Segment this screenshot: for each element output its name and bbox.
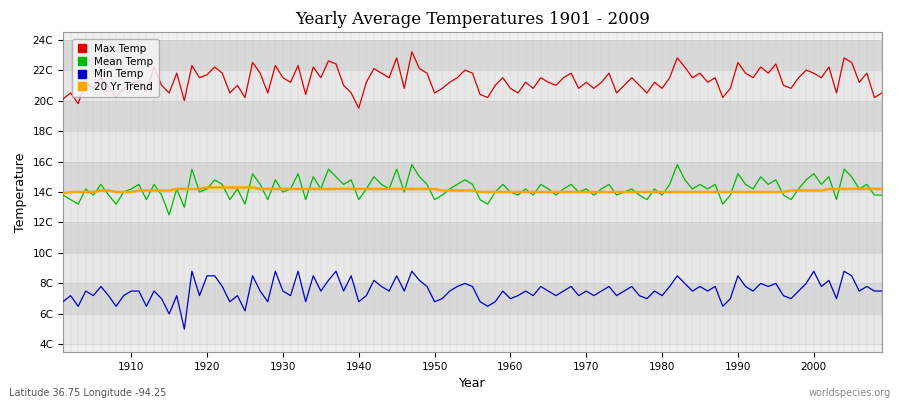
- Max Temp: [611, 90, 622, 95]
- Min Temp: [186, 269, 197, 274]
- Bar: [63, 284, 882, 314]
- Y-axis label: Temperature: Temperature: [14, 152, 27, 232]
- Legend: Max Temp, Mean Temp, Min Temp, 20 Yr Trend: Max Temp, Mean Temp, Min Temp, 20 Yr Tre…: [72, 39, 158, 97]
- Text: Latitude 36.75 Longitude -94.25: Latitude 36.75 Longitude -94.25: [9, 388, 166, 398]
- 20 Yr Trend: [505, 190, 516, 194]
- Max Temp: [285, 80, 296, 85]
- Max Temp: [520, 80, 531, 85]
- Bar: [63, 40, 882, 70]
- Min Temp: [301, 299, 311, 304]
- Min Temp: [179, 327, 190, 332]
- 20 Yr Trend: [877, 186, 887, 191]
- Min Temp: [611, 293, 622, 298]
- Mean Temp: [164, 212, 175, 217]
- Mean Temp: [292, 171, 303, 176]
- Bar: [63, 100, 882, 131]
- 20 Yr Trend: [338, 186, 349, 191]
- 20 Yr Trend: [513, 190, 524, 194]
- Text: worldspecies.org: worldspecies.org: [809, 388, 891, 398]
- Line: Max Temp: Max Temp: [63, 52, 882, 108]
- Max Temp: [58, 97, 68, 102]
- Max Temp: [513, 90, 524, 95]
- Line: Min Temp: Min Temp: [63, 271, 882, 329]
- Min Temp: [118, 293, 129, 298]
- 20 Yr Trend: [292, 186, 303, 191]
- Bar: [63, 192, 882, 222]
- Mean Temp: [118, 190, 129, 194]
- 20 Yr Trend: [58, 191, 68, 196]
- Min Temp: [58, 299, 68, 304]
- Mean Temp: [407, 162, 418, 167]
- Bar: [63, 70, 882, 100]
- 20 Yr Trend: [202, 185, 212, 190]
- Mean Temp: [877, 193, 887, 198]
- Max Temp: [118, 86, 129, 91]
- 20 Yr Trend: [118, 190, 129, 194]
- Line: 20 Yr Trend: 20 Yr Trend: [63, 188, 882, 194]
- Bar: [63, 314, 882, 344]
- Max Temp: [330, 62, 341, 66]
- Mean Temp: [58, 193, 68, 198]
- Min Temp: [520, 289, 531, 294]
- Max Temp: [407, 50, 418, 54]
- Min Temp: [877, 289, 887, 294]
- Bar: [63, 253, 882, 284]
- Mean Temp: [513, 193, 524, 198]
- Mean Temp: [611, 193, 622, 198]
- Title: Yearly Average Temperatures 1901 - 2009: Yearly Average Temperatures 1901 - 2009: [295, 11, 650, 28]
- Line: Mean Temp: Mean Temp: [63, 164, 882, 215]
- Max Temp: [877, 90, 887, 95]
- 20 Yr Trend: [604, 190, 615, 194]
- Max Temp: [354, 106, 364, 110]
- Bar: [63, 131, 882, 162]
- Mean Temp: [520, 186, 531, 191]
- Bar: [63, 162, 882, 192]
- Mean Temp: [338, 182, 349, 187]
- X-axis label: Year: Year: [459, 377, 486, 390]
- Min Temp: [346, 274, 356, 278]
- Bar: [63, 222, 882, 253]
- Min Temp: [513, 293, 524, 298]
